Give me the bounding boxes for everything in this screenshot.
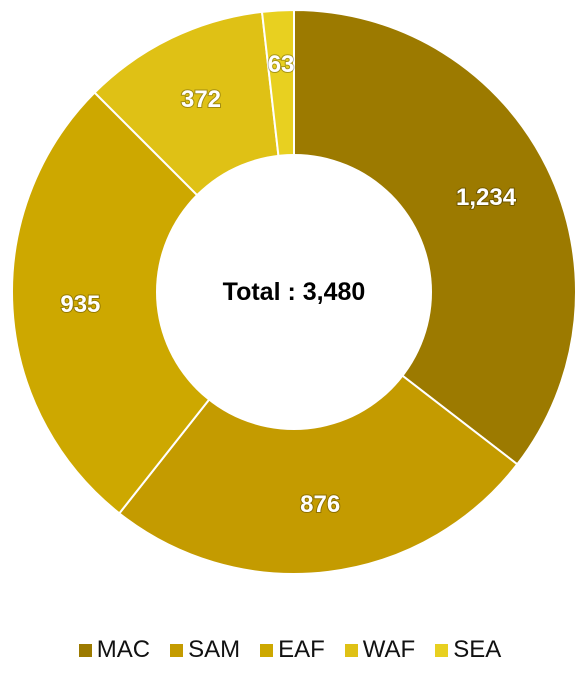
legend-swatch [170,643,184,657]
slice-label-mac: 1,234 [456,184,517,211]
legend-swatch [344,643,358,657]
slice-label-sea: 63 [268,51,295,78]
slice-label-sam: 876 [300,491,340,518]
legend-item-eaf: EAF [260,636,325,664]
slices [11,8,577,575]
legend-label: SAM [188,636,241,663]
slice-label-waf: 372 [181,86,221,113]
slice-mac [293,8,577,466]
donut-hole [156,154,432,430]
legend-label: WAF [362,636,416,663]
legend-item-waf: WAF [344,636,416,664]
legend-swatch [435,643,449,657]
slice-labels: 1,234 876 935 372 63 [59,50,517,519]
legend-label: EAF [278,636,325,663]
legend: MAC SAM EAF WAF SEA [0,636,580,664]
slice-eaf [11,91,296,515]
legend-item-sea: SEA [435,636,501,664]
slice-sam [117,290,519,575]
legend-item-sam: SAM [170,636,240,664]
legend-item-mac: MAC [78,636,151,664]
legend-label: SEA [453,636,502,663]
legend-swatch [260,643,274,657]
legend-swatch [78,643,92,657]
legend-label: MAC [96,636,151,663]
slice-label-eaf: 935 [60,291,100,318]
donut-chart: 1,234 876 935 372 63 Total : 3,480 [11,8,577,575]
total-label: Total : 3,480 [223,278,366,306]
